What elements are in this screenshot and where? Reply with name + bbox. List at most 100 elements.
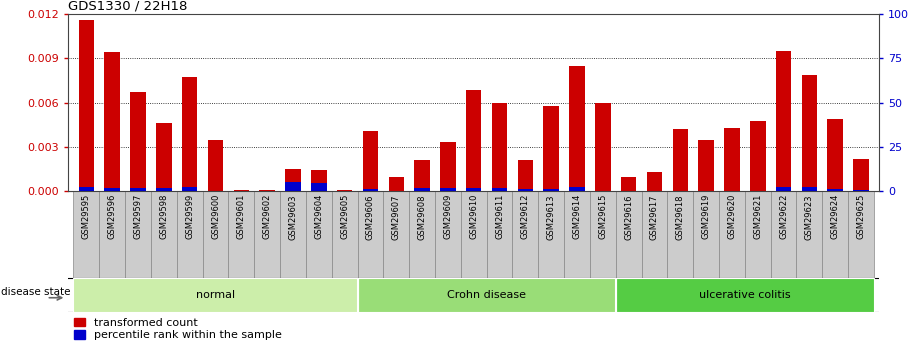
Bar [544, 189, 559, 191]
Bar [538, 191, 564, 278]
Bar [280, 191, 306, 278]
Text: GSM29609: GSM29609 [444, 194, 453, 239]
Text: normal: normal [196, 290, 235, 300]
Text: GSM29597: GSM29597 [134, 194, 142, 239]
Bar [823, 191, 848, 278]
Text: GSM29615: GSM29615 [599, 194, 608, 239]
Bar [590, 191, 616, 278]
Bar [415, 188, 430, 191]
Text: GSM29614: GSM29614 [572, 194, 581, 239]
Bar [517, 160, 533, 191]
Bar [802, 75, 817, 191]
Bar [827, 189, 843, 191]
Text: GSM29608: GSM29608 [417, 194, 426, 239]
Bar [440, 142, 456, 191]
Bar [202, 191, 229, 278]
Text: GSM29611: GSM29611 [495, 194, 504, 239]
Bar [363, 131, 378, 191]
Bar [750, 121, 765, 191]
Bar [156, 188, 171, 191]
Bar [254, 191, 280, 278]
Bar [285, 168, 301, 191]
Bar [517, 189, 533, 191]
Bar [233, 190, 249, 191]
Legend: transformed count, percentile rank within the sample: transformed count, percentile rank withi… [74, 318, 281, 340]
Bar [621, 177, 637, 191]
Bar [564, 191, 590, 278]
Bar [854, 190, 869, 191]
Bar [569, 66, 585, 191]
Text: GSM29604: GSM29604 [314, 194, 323, 239]
Bar [492, 188, 507, 191]
Bar [440, 188, 456, 191]
Bar [461, 191, 486, 278]
Bar [513, 191, 538, 278]
Bar [544, 106, 559, 191]
Text: GSM29610: GSM29610 [469, 194, 478, 239]
Bar [719, 191, 745, 278]
Text: Crohn disease: Crohn disease [447, 290, 527, 300]
Bar [311, 183, 326, 191]
Bar [668, 191, 693, 278]
Bar [616, 191, 641, 278]
Text: GSM29601: GSM29601 [237, 194, 246, 239]
Bar [796, 191, 823, 278]
Bar [182, 187, 198, 191]
Bar [595, 103, 610, 191]
Text: GSM29595: GSM29595 [82, 194, 91, 239]
Bar [125, 191, 151, 278]
Bar [415, 160, 430, 191]
Text: GSM29621: GSM29621 [753, 194, 763, 239]
Text: GSM29617: GSM29617 [650, 194, 659, 239]
Text: GSM29622: GSM29622 [779, 194, 788, 239]
Bar [208, 140, 223, 191]
Bar [78, 20, 94, 191]
Bar [724, 128, 740, 191]
Bar [466, 90, 482, 191]
Bar [693, 191, 719, 278]
Text: GSM29596: GSM29596 [107, 194, 117, 239]
Bar [337, 190, 353, 191]
Bar [384, 191, 409, 278]
Text: GSM29605: GSM29605 [340, 194, 349, 239]
Bar [486, 191, 513, 278]
Text: GSM29618: GSM29618 [676, 194, 685, 239]
Text: GSM29625: GSM29625 [856, 194, 865, 239]
Bar [130, 188, 146, 191]
Text: ulcerative colitis: ulcerative colitis [699, 290, 791, 300]
Text: GSM29612: GSM29612 [521, 194, 530, 239]
Bar [105, 52, 120, 191]
Bar [641, 191, 668, 278]
Bar [363, 189, 378, 191]
Text: GSM29600: GSM29600 [211, 194, 220, 239]
Bar [776, 51, 792, 191]
Bar [827, 119, 843, 191]
Bar [229, 191, 254, 278]
Bar [854, 159, 869, 191]
Bar [409, 191, 435, 278]
Bar [647, 172, 662, 191]
Text: GSM29607: GSM29607 [392, 194, 401, 239]
Bar [74, 278, 357, 312]
Text: GSM29620: GSM29620 [727, 194, 736, 239]
Bar [306, 191, 332, 278]
Bar [672, 129, 688, 191]
Bar [156, 124, 171, 191]
Bar [105, 188, 120, 191]
Bar [776, 187, 792, 191]
Bar [357, 191, 384, 278]
Text: disease state: disease state [2, 287, 71, 296]
Bar [569, 187, 585, 191]
Bar [492, 103, 507, 191]
Bar [771, 191, 796, 278]
Text: GSM29599: GSM29599 [185, 194, 194, 239]
Bar [802, 187, 817, 191]
Bar [74, 191, 99, 278]
Bar [182, 77, 198, 191]
Bar [435, 191, 461, 278]
Text: GSM29624: GSM29624 [831, 194, 840, 239]
Bar [745, 191, 771, 278]
Bar [285, 182, 301, 191]
Text: GSM29613: GSM29613 [547, 194, 556, 239]
Text: GSM29623: GSM29623 [805, 194, 814, 239]
